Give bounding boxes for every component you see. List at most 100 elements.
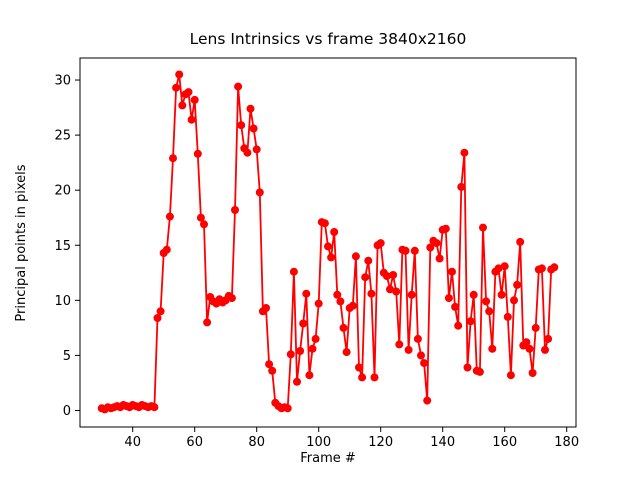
data-point-marker xyxy=(283,404,292,413)
data-point-marker xyxy=(386,285,394,294)
data-point-marker xyxy=(289,267,298,276)
data-point-marker xyxy=(255,188,264,197)
data-point-marker xyxy=(187,115,196,124)
data-point-marker xyxy=(432,239,441,248)
data-point-marker xyxy=(308,344,317,353)
data-point-marker xyxy=(482,297,491,306)
data-point-marker xyxy=(404,345,413,354)
ticks-layer: 40 60 80 100 120 140 160 180 0 5 10 15 20 25 30 xyxy=(54,74,579,450)
data-point-marker xyxy=(336,297,345,306)
data-point-marker xyxy=(324,242,332,251)
data-point-marker xyxy=(500,262,509,271)
data-point-marker xyxy=(172,83,181,92)
data-point-marker xyxy=(361,273,370,282)
data-point-marker xyxy=(528,369,537,377)
data-point-marker xyxy=(544,334,553,343)
data-point-marker xyxy=(175,70,184,79)
data-point-marker xyxy=(376,239,385,248)
x-axis-label: Frame # xyxy=(300,451,356,466)
data-point-marker xyxy=(413,334,422,343)
x-tick-label: 160 xyxy=(492,435,517,450)
data-point-marker xyxy=(513,280,522,289)
y-tick-label: 30 xyxy=(54,74,71,89)
data-point-marker xyxy=(516,237,525,246)
data-point-marker xyxy=(395,340,404,349)
data-point-marker xyxy=(550,263,559,272)
data-point-marker xyxy=(193,149,202,158)
data-point-marker xyxy=(466,317,475,326)
data-point-marker xyxy=(351,252,360,261)
data-point-marker xyxy=(522,338,531,347)
axes-spines xyxy=(79,57,577,428)
x-tick-label: 140 xyxy=(430,435,455,450)
data-point-marker xyxy=(364,256,373,265)
data-point-marker xyxy=(485,307,494,316)
data-point-marker xyxy=(200,220,208,229)
data-point-marker xyxy=(265,360,274,369)
data-point-marker xyxy=(184,88,193,97)
x-tick-label: 180 xyxy=(554,435,579,450)
data-point-marker xyxy=(469,290,478,299)
data-point-marker xyxy=(252,145,261,154)
data-point-marker xyxy=(410,246,419,255)
x-tick-label: 120 xyxy=(368,435,393,450)
data-point-marker xyxy=(389,271,398,279)
data-point-marker xyxy=(150,403,159,412)
data-point-marker xyxy=(358,373,367,382)
data-point-marker xyxy=(497,290,506,299)
data-point-marker xyxy=(494,264,503,273)
data-point-marker xyxy=(355,363,363,372)
data-point-marker xyxy=(475,367,484,376)
data-point-marker xyxy=(454,321,463,330)
data-point-marker xyxy=(227,294,236,303)
y-tick-label: 10 xyxy=(54,294,71,309)
data-point-marker xyxy=(320,219,329,228)
data-point-marker xyxy=(506,371,515,380)
data-point-marker xyxy=(286,350,295,359)
data-point-marker xyxy=(305,371,314,380)
data-point-marker xyxy=(246,104,255,113)
data-point-marker xyxy=(457,182,466,191)
data-point-marker xyxy=(463,363,472,372)
data-point-marker xyxy=(243,148,252,157)
data-point-marker xyxy=(234,82,243,91)
data-point-marker xyxy=(190,95,199,104)
data-point-marker xyxy=(420,359,429,368)
data-point-marker xyxy=(178,101,187,110)
data-point-marker xyxy=(444,294,453,303)
data-point-marker xyxy=(448,267,456,276)
data-point-marker xyxy=(423,396,432,405)
data-point-marker xyxy=(153,314,162,322)
y-axis-label: Principal points in pixels xyxy=(14,164,29,321)
data-point-marker xyxy=(333,290,342,299)
data-point-marker xyxy=(382,272,391,281)
data-point-marker xyxy=(231,206,239,214)
data-point-marker xyxy=(417,351,425,360)
y-tick-label: 15 xyxy=(54,239,71,254)
data-point-marker xyxy=(293,377,301,386)
data-point-marker xyxy=(407,290,416,299)
data-point-marker xyxy=(479,223,487,232)
data-point-marker xyxy=(531,323,540,332)
data-point-marker xyxy=(327,253,336,262)
data-point-marker xyxy=(488,344,497,353)
data-point-marker xyxy=(348,301,357,310)
data-point-marker xyxy=(237,121,246,130)
data-point-marker xyxy=(311,334,320,343)
x-tick-label: 100 xyxy=(306,435,331,450)
data-point-marker xyxy=(370,373,379,382)
data-point-marker xyxy=(262,304,270,312)
data-point-marker xyxy=(441,224,450,233)
data-point-marker xyxy=(426,243,435,252)
x-tick-label: 80 xyxy=(248,435,265,450)
data-point-marker xyxy=(339,323,348,332)
data-point-marker xyxy=(162,245,171,254)
y-tick-label: 0 xyxy=(63,404,71,419)
data-point-marker xyxy=(510,296,518,305)
series-layer xyxy=(97,70,559,414)
data-point-marker xyxy=(249,124,258,133)
data-point-marker xyxy=(537,264,546,273)
data-point-marker xyxy=(165,212,174,221)
data-point-marker xyxy=(460,148,469,157)
